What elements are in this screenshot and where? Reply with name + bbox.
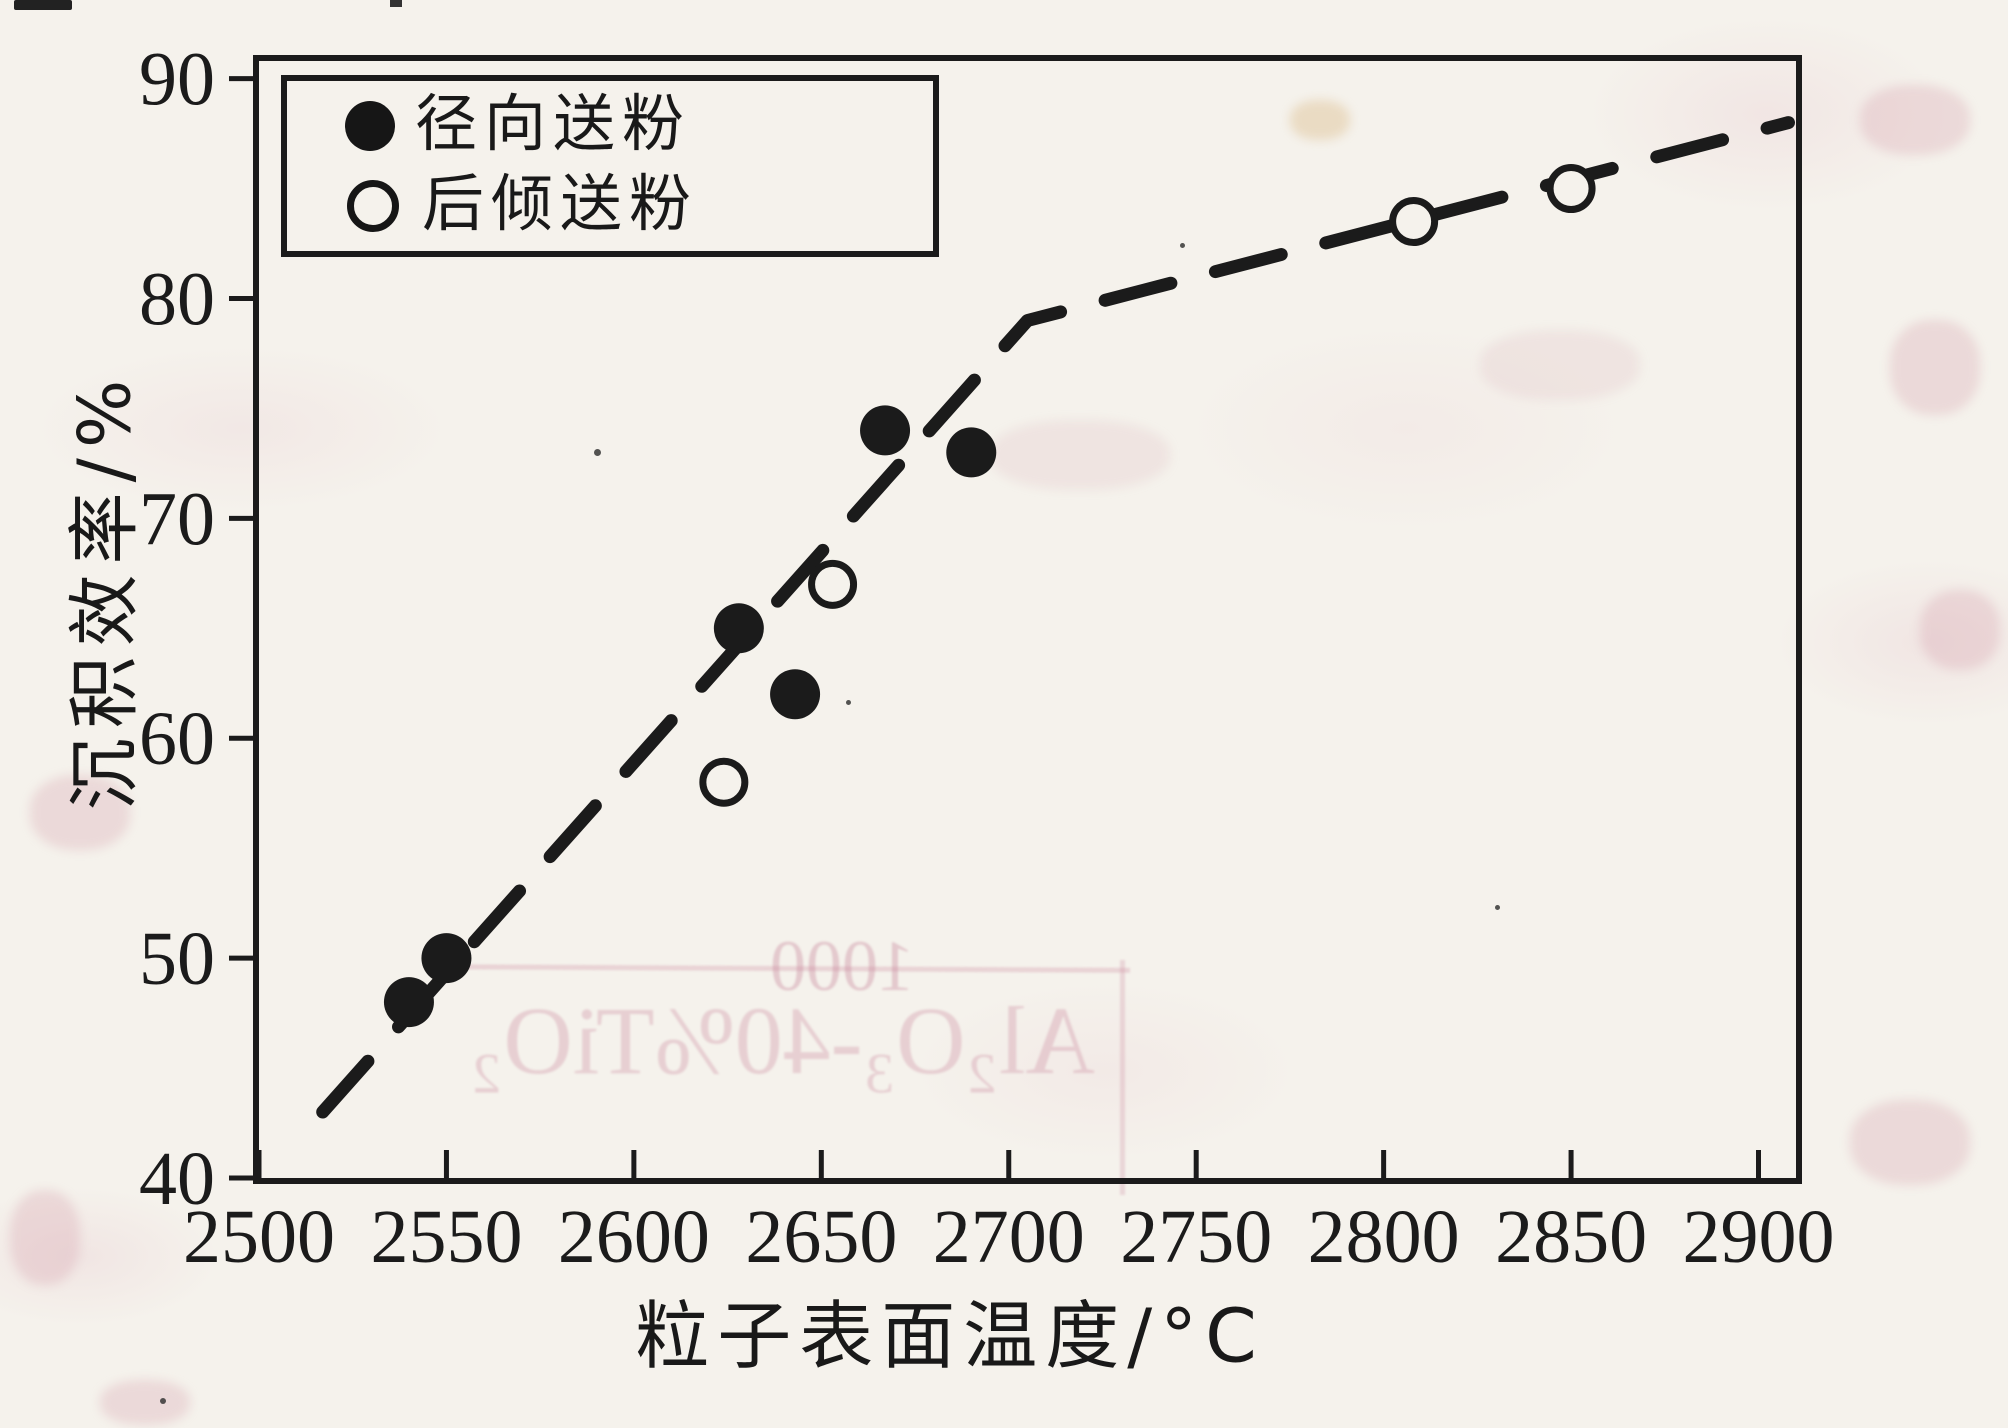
x-tick-label: 2800 [1308,1195,1460,1279]
plot-area: 2500 2550 2600 2650 2700 2750 2800 2850 2900 40 50… [139,38,1835,1279]
data-point-radial [770,669,821,720]
y-tick-label: 40 [139,1137,215,1221]
x-tick-label: 2700 [933,1195,1085,1279]
ink-speck [846,700,851,705]
data-point-backward [699,757,749,807]
bleed-blob [30,775,130,850]
cropped-glyph-mark [390,0,402,7]
legend-label: 径向送粉 [415,87,692,160]
x-tick-label: 2750 [1120,1195,1272,1279]
cropped-glyph-mark [14,0,72,10]
stain-blob [1290,100,1350,140]
bleed-blob [1850,1100,1970,1185]
x-axis-title: 粒子表面温度/°C [635,1293,1265,1380]
data-point-backward [808,559,858,609]
legend-item-backward: 后倾送粉 [345,171,933,241]
bleed-blob [10,1190,80,1285]
bleed-blob [990,420,1170,490]
y-axis-title: 沉积效率/% [62,369,147,811]
bleed-line-vertical [1120,960,1125,1195]
ink-speck [594,449,601,456]
data-point-radial [860,405,911,456]
y-tick-label: 60 [139,697,215,781]
open-circle-icon [347,180,399,232]
data-point-backward [1546,164,1596,214]
data-point-radial [421,933,472,984]
y-tick-label: 80 [139,257,215,341]
legend-item-radial: 径向送粉 [345,91,933,161]
chart-canvas: 2500 2550 2600 2650 2700 2750 2800 2850 2900 40 50… [139,38,1835,1279]
y-tick-label: 70 [139,477,215,561]
bleed-blob [1480,330,1640,400]
bleed-blob [100,1380,190,1425]
trend-line [316,116,1795,1119]
filled-circle-icon [345,101,395,151]
x-tick-label: 2850 [1495,1195,1647,1279]
bleed-blob [1860,85,1970,155]
y-tick-label: 50 [139,917,215,1001]
legend-box: 径向送粉 后倾送粉 [281,75,939,257]
x-tick-label: 2650 [745,1195,897,1279]
ink-speck [1180,243,1185,248]
x-tick-label: 2550 [370,1195,522,1279]
x-tick-label: 2500 [183,1195,335,1279]
legend-label: 后倾送粉 [422,167,699,240]
bleed-blob [1890,320,1980,415]
data-point-backward [1389,197,1439,247]
ink-speck [1495,905,1500,910]
ink-speck [160,1398,166,1404]
x-tick-label: 2900 [1683,1195,1835,1279]
data-point-radial [713,603,764,654]
bleed-blob [1920,590,2000,670]
y-tick-label: 90 [139,38,215,122]
data-point-radial [383,977,434,1028]
data-point-radial [946,427,997,478]
x-tick-label: 2600 [558,1195,710,1279]
